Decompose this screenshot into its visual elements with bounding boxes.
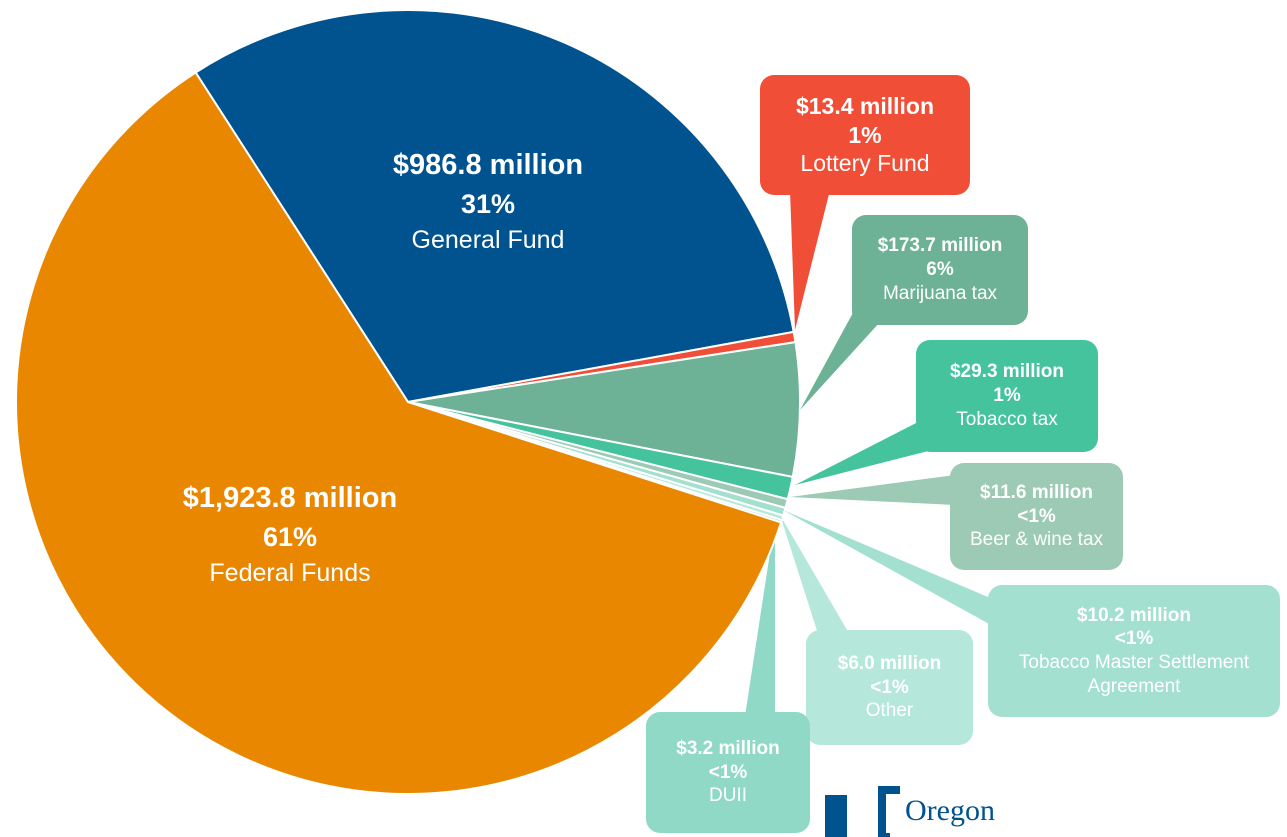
slice-label: $986.8 million 31% General Fund xyxy=(393,145,583,258)
value-label: $986.8 million xyxy=(392,149,584,181)
category-label: Other xyxy=(865,700,914,722)
callout-tail xyxy=(790,190,830,330)
pie-slice xyxy=(407,341,801,479)
category-label: Marijuana tax xyxy=(882,282,998,304)
category-label: Beer & wine tax xyxy=(969,529,1104,551)
category-label: Tobacco tax xyxy=(956,408,1058,430)
value-label: $13.4 million xyxy=(795,92,935,119)
value-label: $11.6 million xyxy=(980,481,1093,503)
callout-box: $29.3 million 1% Tobacco tax xyxy=(916,340,1098,452)
percent-label: 1% xyxy=(993,385,1021,407)
category-label: Lottery Fund xyxy=(800,150,930,177)
pie-slice xyxy=(15,71,783,795)
percent-label: 31% xyxy=(460,188,516,219)
percent-label: <1% xyxy=(1114,628,1154,650)
callout-tail xyxy=(745,520,775,716)
callout-tail xyxy=(783,510,1000,630)
category-label: Tobacco Master Settlement Agreement xyxy=(1018,652,1250,697)
category-label: Federal Funds xyxy=(209,559,371,588)
percent-label: 1% xyxy=(848,121,882,148)
value-label: $3.2 million xyxy=(676,737,780,759)
callout-box: $11.6 million <1% Beer & wine tax xyxy=(950,463,1123,570)
category-label: General Fund xyxy=(411,226,565,255)
slice-label: $1,923.8 million 61% Federal Funds xyxy=(183,478,397,591)
logo-text: Oregon xyxy=(905,794,995,827)
logo-bracket xyxy=(878,786,900,837)
value-label: $173.7 million xyxy=(877,235,1003,257)
value-label: $6.0 million xyxy=(837,652,942,674)
category-label: DUII xyxy=(709,785,747,807)
callout-box: $10.2 million <1% Tobacco Master Settlemen… xyxy=(988,585,1280,717)
percent-label: <1% xyxy=(1017,505,1056,527)
logo-bar xyxy=(825,795,847,837)
value-label: $29.3 million xyxy=(949,361,1065,383)
percent-label: <1% xyxy=(708,761,748,783)
percent-label: 61% xyxy=(262,521,318,552)
callout-box: $3.2 million <1% DUII xyxy=(646,712,810,833)
callout-tail xyxy=(800,300,880,410)
callout-box: $173.7 million 6% Marijuana tax xyxy=(852,215,1028,325)
percent-label: <1% xyxy=(870,676,909,698)
callout-tail xyxy=(780,515,850,640)
callout-tail xyxy=(790,475,955,505)
percent-label: 6% xyxy=(926,259,954,281)
callout-box: $6.0 million <1% Other xyxy=(806,630,973,745)
value-label: $1,923.8 million xyxy=(182,482,398,514)
callout-box: $13.4 million 1% Lottery Fund xyxy=(760,75,970,195)
callout-tail xyxy=(795,420,940,485)
value-label: $10.2 million xyxy=(1076,604,1192,626)
